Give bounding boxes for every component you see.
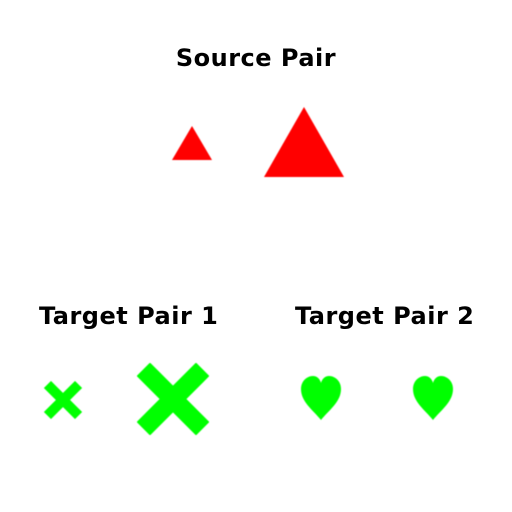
large-triangle-icon	[264, 107, 344, 177]
small-cross-icon	[44, 381, 82, 419]
source-pair-heading: Source Pair	[175, 44, 337, 72]
small-triangle-icon	[172, 126, 212, 160]
target-pair-2-heading: Target Pair 2	[295, 302, 475, 330]
left-heart-icon	[301, 376, 341, 420]
right-heart-icon	[413, 376, 453, 420]
large-cross-icon	[137, 363, 209, 435]
target-pair-1-heading: Target Pair 1	[39, 302, 219, 330]
